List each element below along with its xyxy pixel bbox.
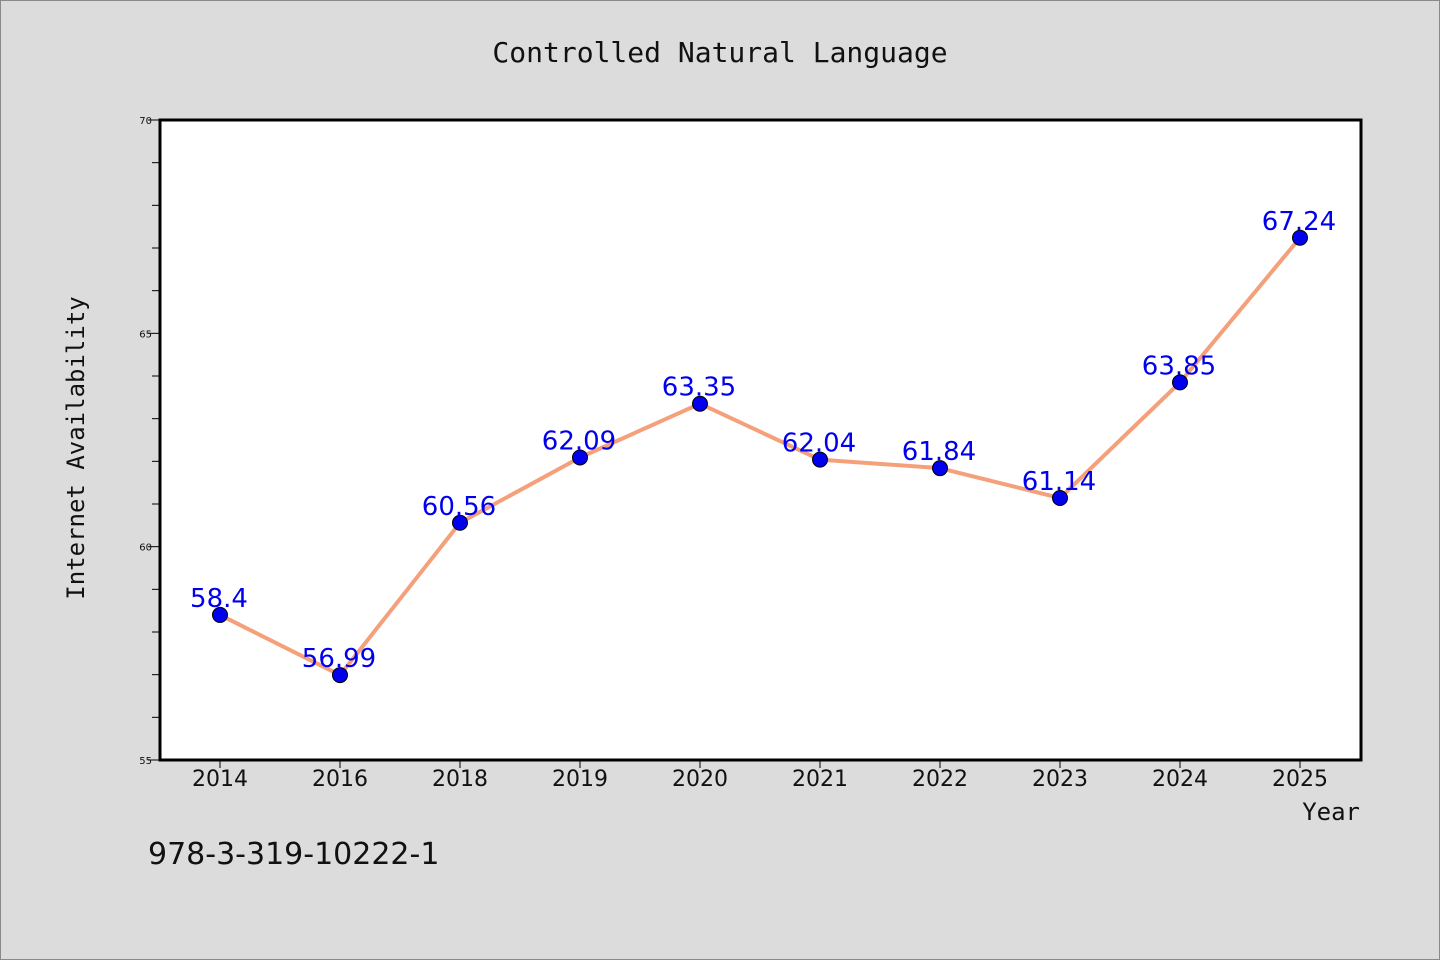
data-point: [452, 514, 468, 531]
data-point: [1172, 374, 1188, 391]
x-tick-label: 2014: [192, 767, 248, 792]
data-label: 56.99: [302, 644, 376, 674]
y-tick-label: 70: [139, 116, 152, 127]
y-axis-label: Internet Availability: [62, 296, 90, 599]
data-label: 62.04: [782, 429, 856, 459]
y-tick-label: 60: [139, 543, 152, 554]
x-tick-label: 2020: [672, 767, 728, 792]
data-labels: 58.4 56.99 60.56 62.09 63.35 62.04 61.84 61.14 6…: [190, 207, 1336, 674]
data-label: 63.85: [1142, 351, 1216, 381]
x-tick-label: 2019: [552, 767, 608, 792]
x-tick-label: 2021: [792, 767, 848, 792]
data-label: 62.09: [542, 426, 616, 456]
data-label: 58.4: [190, 584, 248, 614]
data-label: 61.84: [902, 437, 976, 467]
data-point: [332, 667, 348, 684]
x-tick-label: 2024: [1152, 767, 1208, 792]
data-point: [1052, 490, 1068, 507]
data-label: 63.35: [662, 373, 736, 403]
isbn-text: 978-3-319-10222-1: [148, 837, 439, 872]
plot-area: [158, 118, 1363, 762]
data-point: [572, 449, 588, 466]
series-line: [219, 236, 1302, 678]
chart-title: Controlled Natural Language: [492, 36, 947, 69]
data-point: [932, 460, 948, 477]
data-point: [1292, 229, 1308, 246]
data-label: 67.24: [1262, 207, 1336, 237]
series-group: [212, 229, 1308, 684]
x-tick-label: 2023: [1032, 767, 1088, 792]
x-axis: 2014 2016 2018 2019 2020 2021 2022 2023 2024 2025: [192, 760, 1328, 792]
x-tick-label: 2016: [312, 767, 368, 792]
x-tick-label: 2018: [432, 767, 488, 792]
x-axis-label: Year: [1302, 798, 1360, 826]
data-point: [812, 451, 828, 468]
data-label: 60.56: [422, 492, 496, 522]
data-point: [212, 606, 228, 623]
y-axis: 55 60 65 70: [139, 116, 160, 767]
data-point: [692, 395, 708, 412]
data-label: 61.14: [1022, 467, 1096, 497]
y-tick-label: 55: [139, 756, 152, 767]
x-tick-label: 2022: [912, 767, 968, 792]
y-tick-label: 65: [139, 329, 152, 340]
x-tick-label: 2025: [1272, 767, 1328, 792]
